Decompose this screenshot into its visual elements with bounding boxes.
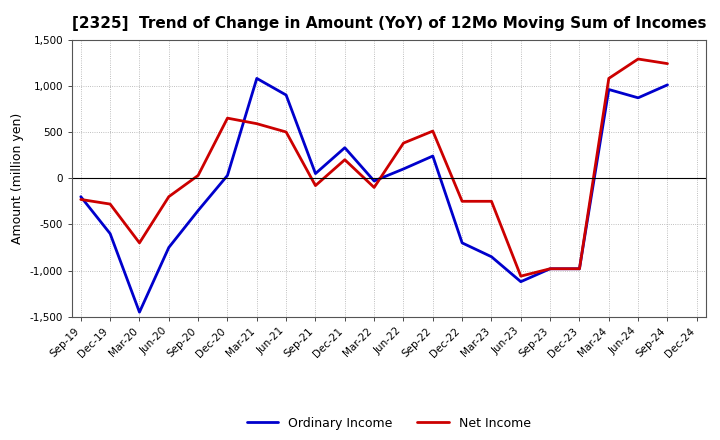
Net Income [546, 266, 554, 271]
Net Income [106, 202, 114, 207]
Net Income [282, 129, 290, 135]
Net Income [194, 173, 202, 178]
Ordinary Income [106, 231, 114, 236]
Ordinary Income [76, 194, 85, 199]
Net Income [253, 121, 261, 126]
Net Income [663, 61, 672, 66]
Legend: Ordinary Income, Net Income: Ordinary Income, Net Income [242, 412, 536, 435]
Net Income [399, 140, 408, 146]
Ordinary Income [311, 171, 320, 176]
Ordinary Income [663, 82, 672, 88]
Net Income [76, 197, 85, 202]
Ordinary Income [634, 95, 642, 100]
Net Income [487, 198, 496, 204]
Title: [2325]  Trend of Change in Amount (YoY) of 12Mo Moving Sum of Incomes: [2325] Trend of Change in Amount (YoY) o… [71, 16, 706, 32]
Ordinary Income [164, 245, 173, 250]
Ordinary Income [253, 76, 261, 81]
Ordinary Income [428, 154, 437, 159]
Ordinary Income [282, 92, 290, 98]
Net Income [458, 198, 467, 204]
Line: Ordinary Income: Ordinary Income [81, 78, 667, 312]
Net Income [223, 115, 232, 121]
Ordinary Income [135, 309, 144, 315]
Net Income [428, 128, 437, 134]
Ordinary Income [458, 240, 467, 246]
Ordinary Income [605, 87, 613, 92]
Ordinary Income [194, 208, 202, 213]
Net Income [516, 274, 525, 279]
Ordinary Income [546, 266, 554, 271]
Ordinary Income [341, 145, 349, 150]
Ordinary Income [223, 173, 232, 178]
Line: Net Income: Net Income [81, 59, 667, 276]
Net Income [341, 157, 349, 162]
Net Income [311, 183, 320, 188]
Net Income [370, 185, 379, 190]
Net Income [575, 266, 584, 271]
Ordinary Income [575, 266, 584, 271]
Net Income [634, 56, 642, 62]
Net Income [605, 76, 613, 81]
Net Income [164, 194, 173, 199]
Ordinary Income [370, 178, 379, 183]
Ordinary Income [487, 254, 496, 259]
Y-axis label: Amount (million yen): Amount (million yen) [11, 113, 24, 244]
Net Income [135, 240, 144, 246]
Ordinary Income [399, 166, 408, 172]
Ordinary Income [516, 279, 525, 284]
